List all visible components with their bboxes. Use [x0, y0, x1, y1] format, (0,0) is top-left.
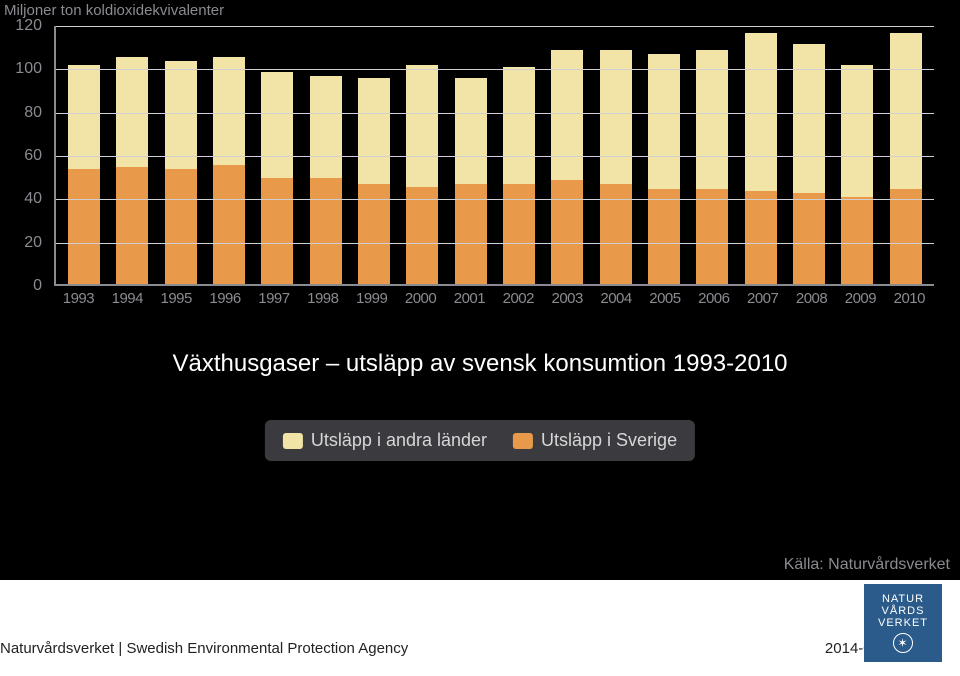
y-tick-label: 120: [15, 17, 42, 35]
y-tick-label: 20: [24, 234, 42, 252]
y-tick-label: 0: [33, 277, 42, 295]
bar-group: [406, 65, 438, 284]
logo-line3: VERKET: [878, 617, 928, 629]
gridline: [56, 243, 934, 244]
bar-group: [68, 65, 100, 284]
x-tick-label: 1993: [54, 290, 102, 307]
bar-segment: [551, 180, 583, 284]
y-tick-label: 80: [24, 104, 42, 122]
bar-segment: [745, 191, 777, 284]
bar-segment: [648, 54, 680, 188]
bar-group: [600, 50, 632, 284]
bar-segment: [406, 65, 438, 186]
bar-segment: [793, 193, 825, 284]
bar-segment: [68, 169, 100, 284]
agency-logo: NATUR VÅRDS VERKET ✶: [864, 584, 942, 662]
gridline: [56, 113, 934, 114]
bar-segment: [310, 76, 342, 178]
bar-group: [310, 76, 342, 284]
x-tick-label: 1995: [152, 290, 200, 307]
x-tick-label: 2009: [836, 290, 884, 307]
legend-swatch: [513, 433, 533, 449]
y-tick-label: 40: [24, 190, 42, 208]
chart-panel: Miljoner ton koldioxidekvivalenter 02040…: [0, 0, 960, 580]
legend-swatch: [283, 433, 303, 449]
x-tick-label: 1994: [103, 290, 151, 307]
gridline: [56, 26, 934, 27]
chart-subtitle: Växthusgaser – utsläpp av svensk konsumt…: [0, 350, 960, 378]
gridline: [56, 199, 934, 200]
bar-group: [213, 57, 245, 284]
bar-segment: [358, 78, 390, 184]
bar-segment: [165, 61, 197, 169]
x-tick-label: 2000: [397, 290, 445, 307]
bar-segment: [310, 178, 342, 284]
y-axis-ticks: 020406080100120: [0, 26, 50, 286]
x-tick-label: 2008: [788, 290, 836, 307]
bar-group: [648, 54, 680, 284]
x-tick-label: 2004: [592, 290, 640, 307]
bar-segment: [261, 72, 293, 178]
bar-segment: [696, 50, 728, 189]
x-tick-label: 1997: [250, 290, 298, 307]
legend-label: Utsläpp i Sverige: [541, 430, 677, 451]
bar-segment: [696, 189, 728, 284]
bar-segment: [165, 169, 197, 284]
x-tick-label: 2001: [445, 290, 493, 307]
bar-group: [503, 67, 535, 284]
x-tick-label: 2005: [641, 290, 689, 307]
bar-group: [551, 50, 583, 284]
x-tick-label: 2010: [885, 290, 933, 307]
bar-segment: [406, 187, 438, 285]
bar-group: [841, 65, 873, 284]
x-tick-label: 1999: [348, 290, 396, 307]
x-tick-label: 2006: [690, 290, 738, 307]
legend: Utsläpp i andra länder Utsläpp i Sverige: [265, 420, 695, 461]
chart-plot-area: [54, 26, 934, 286]
bar-group: [261, 72, 293, 284]
x-tick-label: 2007: [739, 290, 787, 307]
logo-line2: VÅRDS: [882, 605, 925, 617]
bar-segment: [841, 197, 873, 284]
y-tick-label: 60: [24, 147, 42, 165]
source-label: Källa: Naturvårdsverket: [784, 556, 950, 574]
gridline: [56, 69, 934, 70]
legend-label: Utsläpp i andra länder: [311, 430, 487, 451]
bar-group: [793, 44, 825, 285]
bar-segment: [261, 178, 293, 284]
bar-group: [165, 61, 197, 284]
bars-container: [56, 26, 934, 284]
bar-group: [696, 50, 728, 284]
bar-segment: [841, 65, 873, 197]
x-axis-ticks: 1993199419951996199719981999200020012002…: [54, 290, 934, 307]
logo-line1: NATUR: [882, 593, 924, 605]
x-tick-label: 1996: [201, 290, 249, 307]
bar-segment: [793, 44, 825, 194]
legend-item: Utsläpp i Sverige: [513, 430, 677, 451]
x-tick-label: 2003: [543, 290, 591, 307]
logo-crest-icon: ✶: [893, 633, 913, 653]
gridline: [56, 156, 934, 157]
bar-segment: [68, 65, 100, 169]
y-tick-label: 100: [15, 60, 42, 78]
slide-footer: Naturvårdsverket | Swedish Environmental…: [0, 580, 960, 676]
x-tick-label: 2002: [494, 290, 542, 307]
bar-group: [455, 78, 487, 284]
bar-segment: [890, 33, 922, 189]
bar-segment: [648, 189, 680, 284]
bar-group: [358, 78, 390, 284]
bar-segment: [116, 167, 148, 284]
bar-group: [745, 33, 777, 284]
bar-segment: [503, 67, 535, 184]
x-tick-label: 1998: [299, 290, 347, 307]
bar-group: [116, 57, 148, 285]
bar-segment: [890, 189, 922, 284]
legend-item: Utsläpp i andra länder: [283, 430, 487, 451]
bar-segment: [213, 165, 245, 284]
bar-segment: [455, 78, 487, 184]
bar-segment: [213, 57, 245, 165]
footer-org: Naturvårdsverket | Swedish Environmental…: [0, 640, 785, 657]
bar-group: [890, 33, 922, 284]
